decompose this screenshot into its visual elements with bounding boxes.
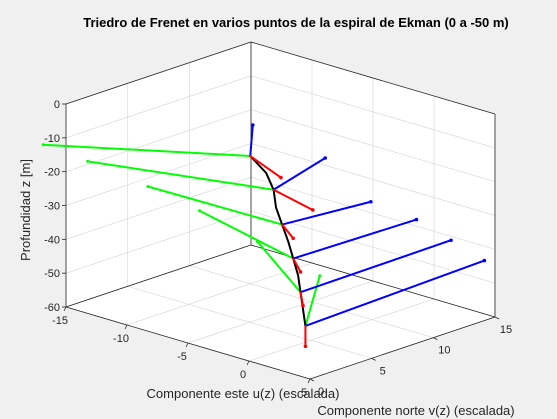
normal-vector	[86, 160, 275, 191]
binormal-vector	[249, 124, 254, 158]
plot-area	[41, 123, 487, 349]
z-tick-label: -10	[44, 133, 60, 145]
z-tick-label: -60	[44, 302, 60, 314]
z-tick-label: -30	[44, 201, 60, 213]
y-tick-label: 10	[438, 345, 450, 357]
axis-edge	[250, 41, 496, 115]
z-tick-label: -50	[44, 268, 60, 280]
tangent-vector-tip	[279, 175, 283, 180]
normal-vector-tip	[86, 159, 90, 163]
normal-vector	[256, 240, 302, 294]
x-tick-label: -15	[52, 315, 68, 327]
z-tick-label: -40	[44, 234, 60, 246]
y-tick-mark	[433, 337, 438, 341]
y-tick-mark	[494, 316, 500, 320]
z-axis-label: Profundidad z [m]	[18, 159, 33, 261]
x-tick-mark	[185, 342, 189, 348]
tangent-vector	[299, 291, 304, 307]
binormal-vector	[304, 259, 486, 327]
tangent-vector	[272, 188, 314, 211]
z-tick-label: 0	[54, 99, 60, 111]
binormal-vector	[292, 218, 418, 260]
tangent-vector	[292, 257, 302, 273]
binormal-vector-tip	[414, 217, 419, 222]
y-axis-label: Componente norte v(z) (escalada)	[317, 403, 514, 418]
binormal-vector-tip	[369, 199, 373, 204]
normal-vector	[304, 274, 321, 327]
binormal-vector-tip	[449, 238, 453, 243]
normal-vector-tip	[146, 185, 150, 189]
y-tick-label: 15	[500, 324, 512, 336]
binormal-vector-tip	[482, 258, 487, 263]
binormal-vector	[299, 239, 453, 294]
y-tick-label: 0	[318, 386, 324, 398]
z-tick-label: -20	[44, 167, 60, 179]
normal-vector-tip	[255, 239, 259, 243]
tangent-vector-tip	[311, 208, 315, 212]
axis-edge	[65, 41, 252, 105]
x-axis-label: Componente este u(z) (escalada)	[147, 386, 340, 401]
normal-vector	[42, 143, 252, 158]
y-tick-mark	[309, 378, 315, 382]
x-tick-label: -10	[113, 333, 129, 345]
axis-edge	[309, 316, 496, 380]
tangent-vector-tip	[298, 270, 303, 274]
y-tick-label: 5	[380, 365, 386, 377]
x-tick-mark	[63, 306, 67, 312]
normal-vector-tip	[318, 274, 322, 278]
chart-title: Triedro de Frenet en varios puntos de la…	[83, 15, 509, 30]
binormal-vector	[281, 200, 372, 226]
x-tick-label: -5	[177, 351, 187, 363]
binormal-vector	[272, 156, 327, 191]
tangent-vector-tip	[291, 236, 295, 241]
normal-vector	[146, 185, 284, 226]
x-tick-label: 0	[240, 369, 246, 381]
tangent-vector	[281, 223, 295, 240]
normal-vector-tip	[41, 143, 45, 147]
tangent-vector-tip	[301, 303, 305, 308]
binormal-vector-tip	[323, 156, 328, 160]
x-tick-mark	[124, 324, 128, 330]
x-tick-label: 5	[301, 387, 307, 399]
normal-vector	[198, 209, 295, 260]
tangent-vector	[249, 155, 282, 179]
axis-edge	[65, 244, 252, 308]
y-tick-mark	[371, 357, 376, 361]
tangent-vector-tip	[303, 344, 308, 349]
normal-vector-tip	[198, 209, 202, 213]
x-tick-mark	[307, 378, 311, 384]
x-tick-mark	[246, 360, 250, 366]
binormal-vector-tip	[250, 123, 255, 127]
